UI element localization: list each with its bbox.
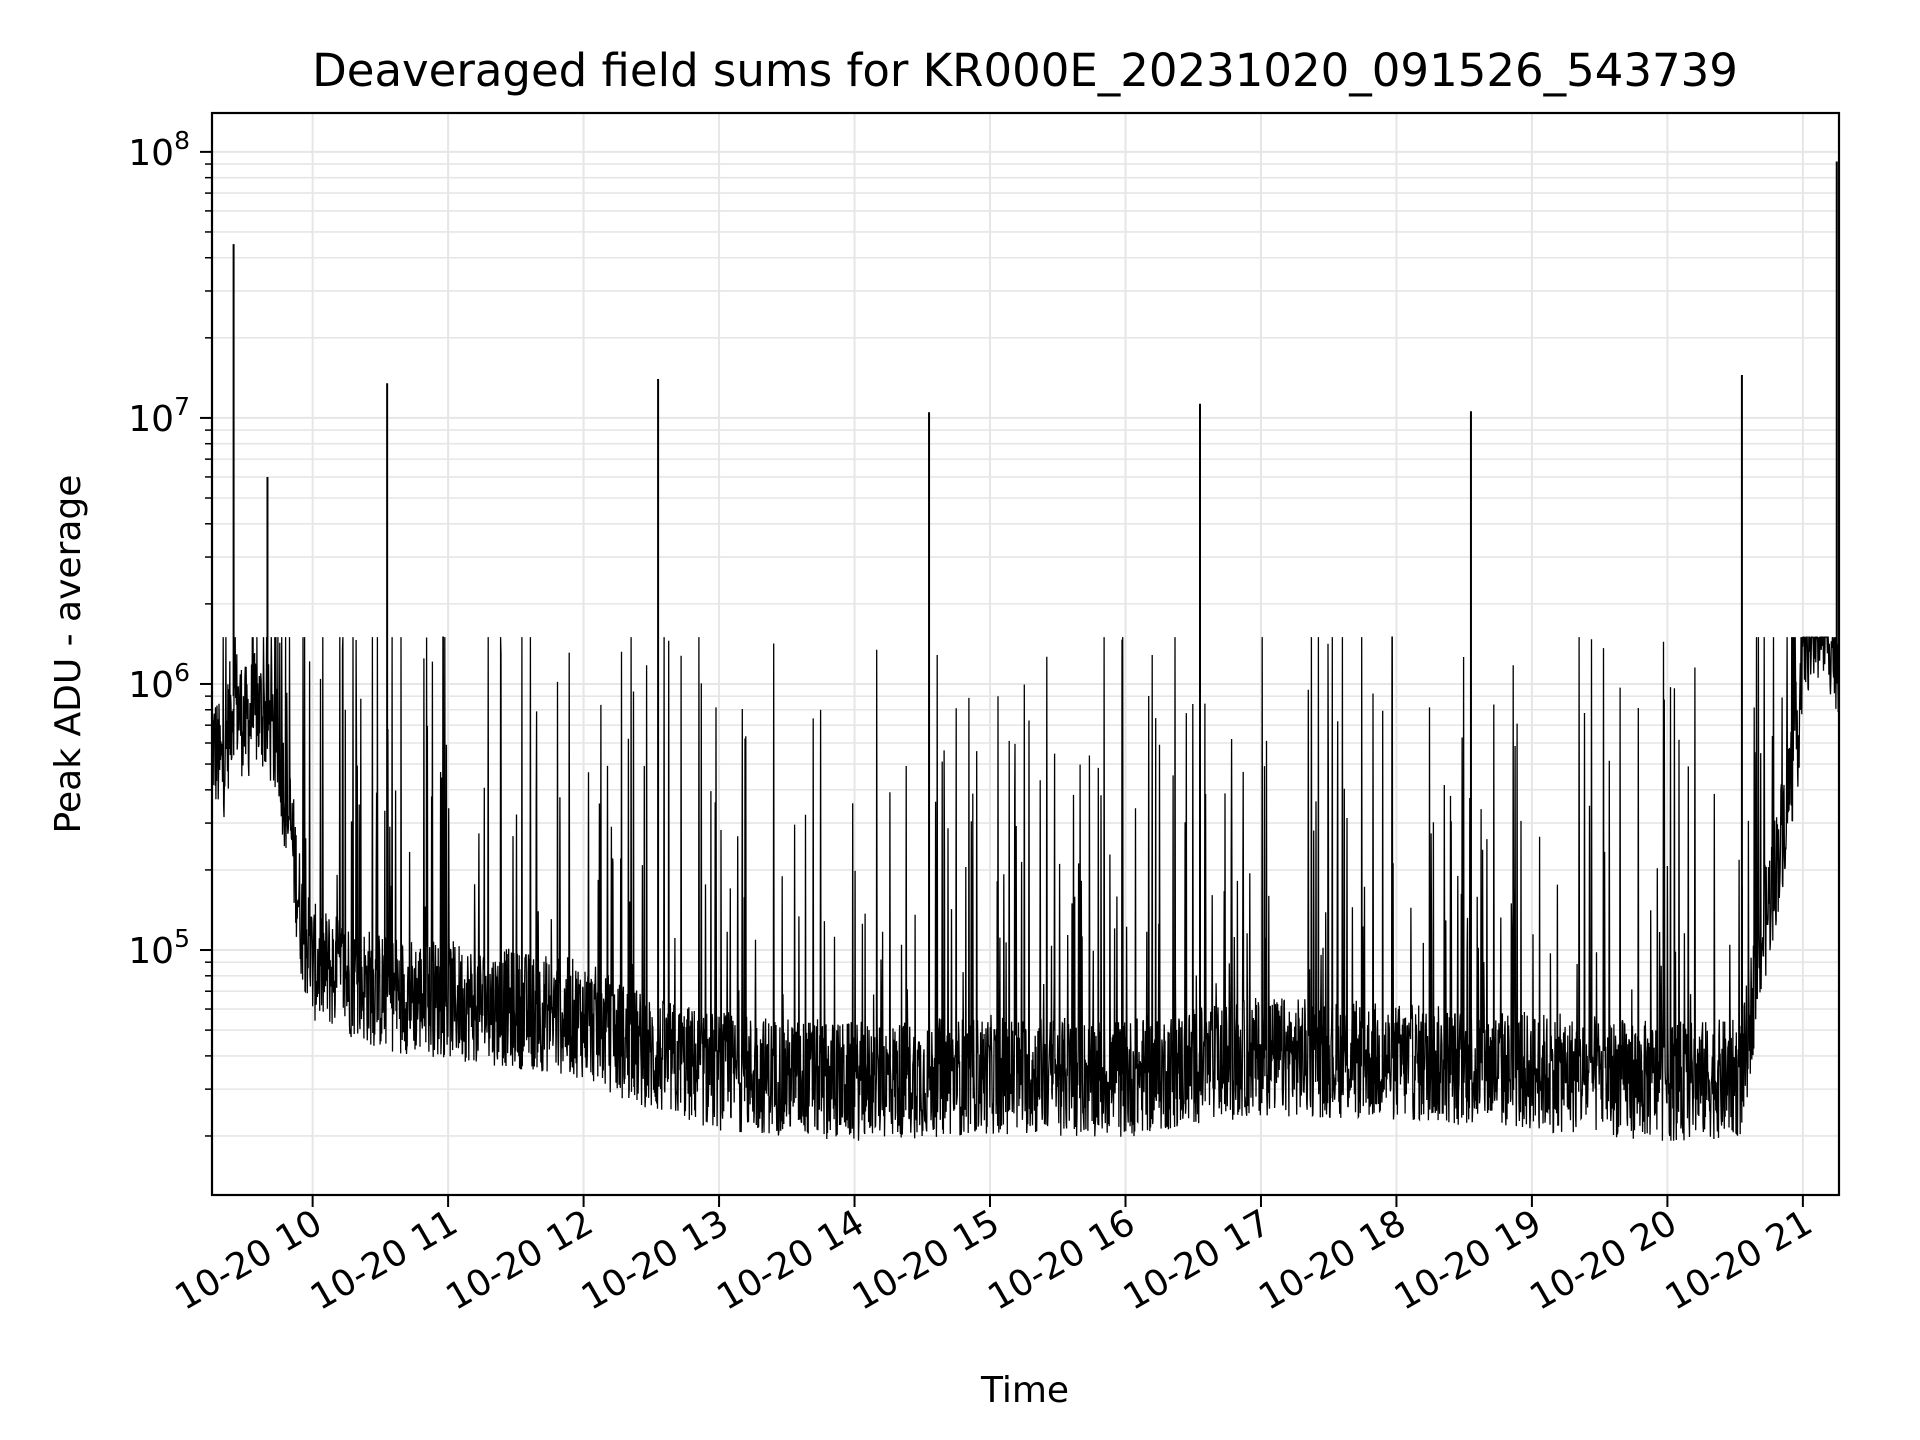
plot-frame — [210, 111, 1841, 1197]
y-tick-label: 105 — [128, 924, 190, 972]
y-tick-base: 10 — [128, 133, 174, 174]
y-tick-base: 10 — [128, 665, 174, 706]
y-tick-exponent: 6 — [174, 658, 190, 687]
series-line — [212, 636, 1839, 1141]
y-axis-label: Peak ADU - average — [48, 475, 89, 834]
y-tick-exponent: 8 — [174, 126, 190, 155]
y-tick-exponent: 7 — [174, 392, 190, 421]
chart-title: Deaveraged field sums for KR000E_2023102… — [312, 44, 1738, 97]
series-group — [212, 161, 1839, 1141]
y-tick-label: 107 — [128, 392, 190, 440]
y-tick-label: 108 — [128, 126, 190, 174]
y-tick-base: 10 — [128, 399, 174, 440]
y-tick-exponent: 5 — [174, 924, 190, 953]
x-axis-label: Time — [980, 1370, 1069, 1411]
y-tick-base: 10 — [128, 931, 174, 972]
y-tick-label: 106 — [128, 658, 190, 706]
